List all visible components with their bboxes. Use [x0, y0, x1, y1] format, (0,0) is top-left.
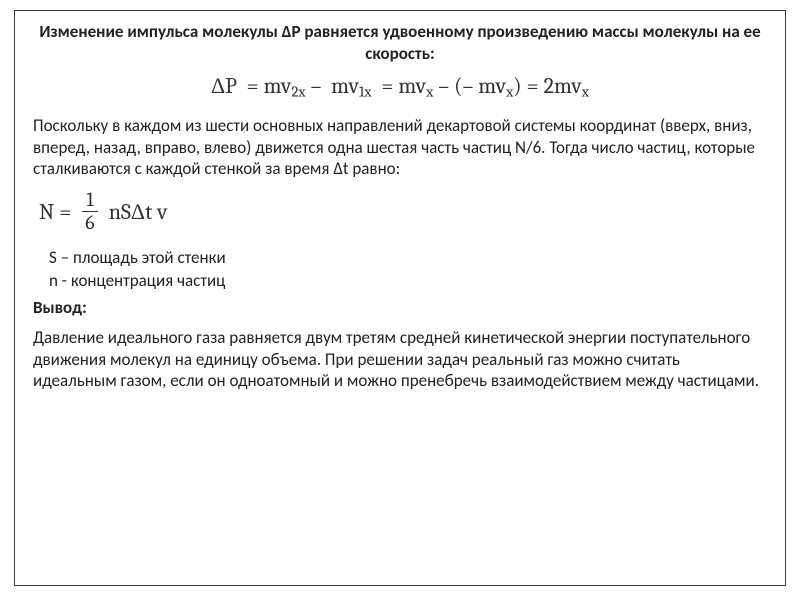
- paragraph-directions: Поскольку в каждом из шести основных нап…: [33, 115, 767, 180]
- fraction-one-sixth: 1 6: [81, 190, 98, 233]
- page: Изменение импульса молекулы ΔP равняется…: [0, 0, 800, 600]
- conclusion-label: Вывод:: [33, 297, 767, 319]
- content-frame: Изменение импульса молекулы ΔP равняется…: [14, 10, 786, 586]
- formula-n-prefix: N =: [39, 199, 71, 225]
- formula-n-suffix: nSΔt v: [109, 199, 168, 225]
- definition-s: S – площадь этой стенки: [49, 247, 767, 270]
- heading: Изменение импульса молекулы ΔP равняется…: [33, 21, 767, 65]
- conclusion-text: Давление идеального газа равняется двум …: [33, 327, 767, 392]
- fraction-numerator: 1: [82, 190, 97, 212]
- formula-delta-p: ΔP = mv2x – mv1x = mvx – (– mvx) = 2mvx: [33, 73, 767, 101]
- formula-n: N = 1 6 nSΔt v: [39, 190, 767, 233]
- fraction-denominator: 6: [81, 212, 98, 233]
- definition-n: n - концентрация частиц: [49, 270, 767, 293]
